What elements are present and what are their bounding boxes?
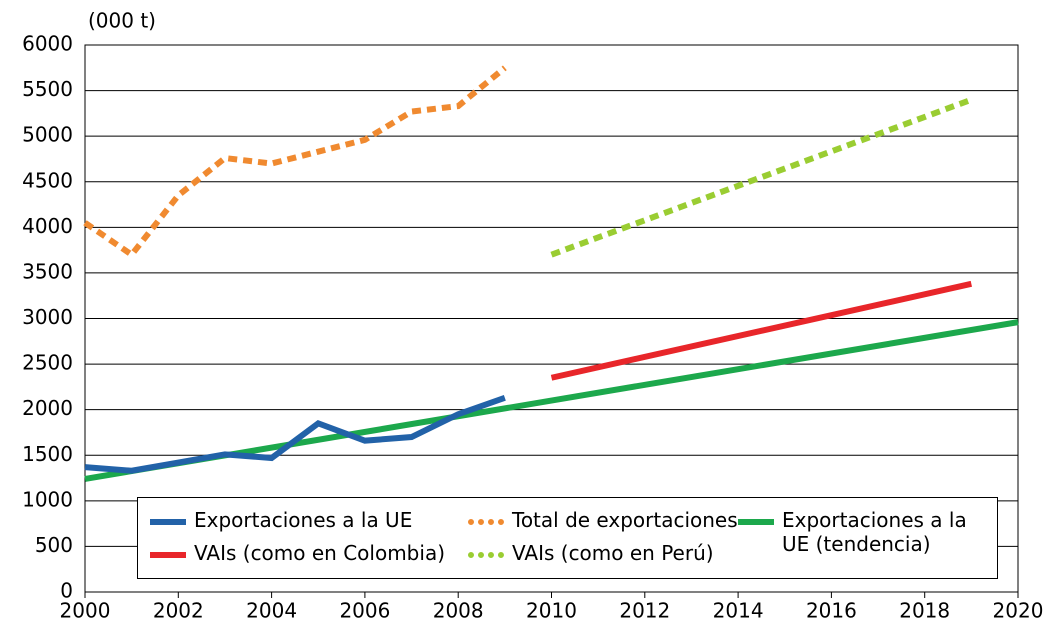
x-tick-label: 2020 <box>993 599 1044 623</box>
legend-label: VAIs (como en Perú) <box>512 541 714 565</box>
y-tick-label: 2000 <box>22 396 73 420</box>
legend-label: Exportaciones a la UE <box>194 508 413 532</box>
legend-item: Total de exportaciones <box>468 508 738 532</box>
y-tick-label: 2500 <box>22 351 73 375</box>
series-line <box>550 96 973 258</box>
legend-swatch <box>738 519 774 525</box>
y-tick-label: 3500 <box>22 259 73 283</box>
y-tick-label: 1000 <box>22 487 73 511</box>
legend-item: VAIs (como en Colombia) <box>150 541 450 565</box>
y-tick-label: 5000 <box>22 123 73 147</box>
legend: Exportaciones a la UE Total de exportacio… <box>137 497 998 579</box>
x-tick-label: 2010 <box>526 599 577 623</box>
x-tick-label: 2016 <box>806 599 857 623</box>
x-tick-label: 2008 <box>433 599 484 623</box>
series-line <box>84 394 506 474</box>
plot-frame <box>84 44 1019 593</box>
y-tick-label: 0 <box>60 579 73 603</box>
series-line <box>83 65 507 259</box>
x-tick-label: 2002 <box>153 599 204 623</box>
y-tick-label: 500 <box>35 533 73 557</box>
series-line <box>550 280 973 381</box>
x-tick-label: 2000 <box>60 599 111 623</box>
legend-item: Exportaciones a la UE <box>150 508 450 532</box>
y-tick-label: 4000 <box>22 214 73 238</box>
legend-swatch <box>150 519 186 525</box>
y-tick-label: 4500 <box>22 168 73 192</box>
y-tick-label: 5500 <box>22 77 73 101</box>
y-tick-label: 6000 <box>22 32 73 56</box>
legend-item: Exportaciones a la UE (tendencia) <box>738 508 993 556</box>
legend-label: Total de exportaciones <box>512 508 738 532</box>
legend-label: Exportaciones a la UE (tendencia) <box>782 508 967 556</box>
legend-swatch <box>468 552 504 558</box>
y-unit-label: (000 t) <box>88 9 156 33</box>
y-tick-label: 3000 <box>22 305 73 329</box>
legend-label: VAIs (como en Colombia) <box>194 541 445 565</box>
legend-swatch <box>468 519 504 525</box>
y-tick-label: 1500 <box>22 442 73 466</box>
x-tick-label: 2006 <box>339 599 390 623</box>
x-tick-label: 2014 <box>713 599 764 623</box>
legend-swatch <box>150 552 186 558</box>
legend-item: VAIs (como en Perú) <box>468 541 738 565</box>
x-tick-label: 2004 <box>246 599 297 623</box>
x-tick-label: 2018 <box>899 599 950 623</box>
x-tick-label: 2012 <box>619 599 670 623</box>
